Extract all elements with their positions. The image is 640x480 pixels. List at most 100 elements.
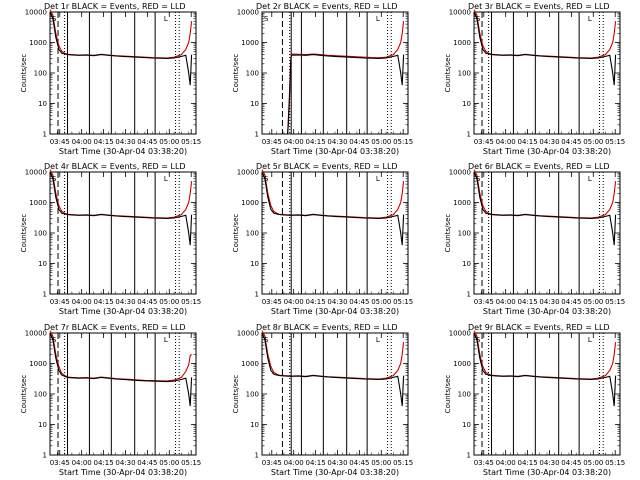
x-tick-label: 05:15 (393, 459, 413, 467)
x-tick-label: 04:00 (284, 298, 304, 306)
y-tick-label: 10000 (449, 330, 471, 338)
lld-series-line (261, 169, 405, 219)
x-axis-label: Start Time (30-Apr-04 03:38:20) (271, 307, 399, 316)
annotation-l: L (588, 336, 592, 344)
lld-series-line (49, 9, 193, 59)
panel-det-4: Det 4r BLACK = Events, RED = LLD 1 10 100 10… (20, 162, 201, 316)
x-tick-label: 05:15 (605, 459, 625, 467)
x-tick-label: 05:00 (159, 138, 179, 146)
y-tick-label: 10000 (237, 330, 259, 338)
annotation-s: S (52, 175, 57, 183)
events-series-line (473, 171, 617, 246)
x-tick-label: 04:00 (284, 138, 304, 146)
x-tick-label: 04:30 (327, 298, 347, 306)
y-tick-label: 10 (250, 100, 259, 108)
x-tick-label: 05:15 (181, 459, 201, 467)
x-tick-label: 03:45 (50, 298, 70, 306)
events-series-line (261, 332, 405, 407)
x-tick-label: 03:45 (262, 298, 282, 306)
y-tick-label: 1000 (241, 39, 259, 47)
events-series-line (287, 54, 405, 135)
lld-series-line (473, 169, 617, 219)
x-tick-label: 04:30 (327, 138, 347, 146)
panel-det-5: Det 5r BLACK = Events, RED = LLD 1 10 100 10… (232, 162, 413, 316)
x-tick-label: 04:00 (72, 298, 92, 306)
x-tick-label: 05:00 (159, 459, 179, 467)
x-tick-label: 04:45 (561, 298, 581, 306)
panel-title: Det 9r BLACK = Events, RED = LLD (468, 323, 610, 332)
y-tick-label: 10 (462, 100, 471, 108)
panel-det-6: Det 6r BLACK = Events, RED = LLD 1 10 100 10… (444, 162, 625, 316)
x-tick-label: 04:15 (305, 298, 325, 306)
x-tick-label: 04:30 (115, 138, 135, 146)
x-tick-label: 05:00 (371, 138, 391, 146)
x-tick-label: 04:15 (305, 138, 325, 146)
x-axis-label: Start Time (30-Apr-04 03:38:20) (483, 147, 611, 156)
panel-title: Det 4r BLACK = Events, RED = LLD (44, 162, 186, 171)
y-tick-label: 1000 (241, 199, 259, 207)
y-tick-label: 100 (34, 391, 47, 399)
annotation-s: S (476, 175, 481, 183)
lld-series-line (49, 169, 193, 219)
x-tick-label: 03:45 (50, 138, 70, 146)
y-tick-label: 100 (34, 70, 47, 78)
panel-det-2: Det 2r BLACK = Events, RED = LLD 1 10 100 10… (232, 2, 413, 156)
y-tick-label: 1000 (29, 39, 47, 47)
x-tick-label: 04:15 (93, 138, 113, 146)
x-tick-label: 04:00 (72, 459, 92, 467)
plot-frame (261, 11, 409, 135)
panel-det-1: Det 1r BLACK = Events, RED = LLD 1 10 100 10… (20, 2, 201, 156)
y-tick-label: 1 (467, 131, 471, 139)
y-tick-label: 1000 (29, 360, 47, 368)
x-tick-label: 05:15 (605, 138, 625, 146)
x-axis-label: Start Time (30-Apr-04 03:38:20) (59, 307, 187, 316)
x-tick-label: 04:45 (137, 459, 157, 467)
plot-frame (473, 11, 621, 135)
plot-frame (49, 332, 197, 456)
x-tick-label: 03:45 (474, 138, 494, 146)
x-tick-label: 03:45 (474, 459, 494, 467)
annotation-s: S (264, 336, 269, 344)
y-tick-label: 1 (43, 452, 47, 460)
x-tick-label: 05:15 (181, 138, 201, 146)
y-axis-label: Counts/sec (232, 375, 240, 414)
y-tick-label: 10000 (25, 330, 47, 338)
annotation-s: S (264, 175, 269, 183)
y-tick-label: 1 (467, 291, 471, 299)
y-tick-label: 100 (34, 230, 47, 238)
annotation-l: L (164, 15, 168, 23)
x-tick-label: 04:30 (115, 459, 135, 467)
x-tick-label: 05:15 (181, 298, 201, 306)
lld-series-line (49, 330, 192, 382)
annotation-s: S (476, 336, 481, 344)
x-tick-label: 05:00 (583, 138, 603, 146)
x-axis-label: Start Time (30-Apr-04 03:38:20) (483, 307, 611, 316)
annotation-l: L (164, 175, 168, 183)
x-tick-label: 05:00 (583, 459, 603, 467)
x-tick-label: 03:45 (262, 138, 282, 146)
events-series-line (261, 171, 405, 246)
x-tick-label: 04:45 (561, 138, 581, 146)
lld-series-line (473, 9, 617, 59)
events-series-line (49, 171, 193, 246)
x-tick-label: 04:45 (137, 138, 157, 146)
y-axis-label: Counts/sec (232, 214, 240, 253)
x-tick-label: 05:00 (371, 459, 391, 467)
x-tick-label: 04:15 (93, 459, 113, 467)
x-tick-label: 04:15 (517, 298, 537, 306)
x-tick-label: 04:45 (561, 459, 581, 467)
y-tick-label: 1 (467, 452, 471, 460)
y-tick-label: 10000 (237, 169, 259, 177)
y-tick-label: 10 (250, 421, 259, 429)
y-axis-label: Counts/sec (20, 214, 28, 253)
annotation-l: L (376, 336, 380, 344)
x-tick-label: 04:15 (305, 459, 325, 467)
annotation-s: S (264, 15, 269, 23)
lld-series-line (473, 330, 617, 380)
x-axis-label: Start Time (30-Apr-04 03:38:20) (271, 468, 399, 477)
y-tick-label: 10000 (25, 9, 47, 17)
x-tick-label: 04:00 (496, 459, 516, 467)
plot-frame (473, 171, 621, 295)
y-tick-label: 10 (462, 260, 471, 268)
events-series-line (473, 332, 617, 407)
